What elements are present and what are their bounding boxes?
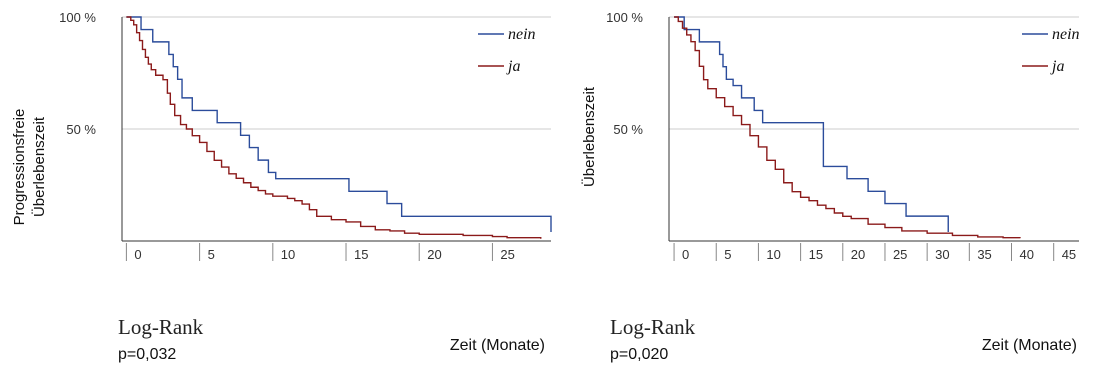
- x-tick-label: 15: [809, 247, 823, 262]
- series-line-ja: [674, 16, 1021, 239]
- x-tick-label: 15: [354, 247, 368, 262]
- x-tick-label: 20: [427, 247, 441, 262]
- series-line-ja: [126, 16, 542, 239]
- p-value: p=0,032: [118, 346, 176, 363]
- x-tick-label: 25: [500, 247, 514, 262]
- x-tick-label: 35: [977, 247, 991, 262]
- km-chart-left: 100 % 50 % 0 5 10 15 20 25 Progressionsfreie Über…: [11, 10, 552, 363]
- y-tick-label: 100 %: [59, 10, 96, 25]
- x-axis-label: Zeit (Monate): [982, 337, 1077, 354]
- y-tick-label: 50 %: [613, 122, 643, 137]
- x-tick-label: 20: [851, 247, 865, 262]
- series-line-nein: [126, 16, 552, 233]
- y-tick-label: 100 %: [606, 10, 643, 25]
- log-rank-label: Log-Rank: [118, 315, 204, 339]
- y-tick-label: 50 %: [66, 122, 96, 137]
- km-chart-right: 100 % 50 % 0 5 10 15 20 25 30 35 40 45 Überlebenszei…: [580, 10, 1080, 363]
- x-tick-label: 0: [682, 247, 689, 262]
- legend-label-nein: nein: [508, 26, 536, 43]
- legend-label-ja: ja: [506, 58, 520, 75]
- x-tick-label: 25: [893, 247, 907, 262]
- x-tick-label: 10: [766, 247, 780, 262]
- y-axis-label: Überlebenszeit: [30, 116, 48, 217]
- x-tick-label: 5: [724, 247, 731, 262]
- p-value: p=0,020: [610, 346, 668, 363]
- y-axis-label: Progressionsfreie: [11, 109, 28, 226]
- x-tick-label: 30: [935, 247, 949, 262]
- x-tick-label: 10: [281, 247, 295, 262]
- x-tick-label: 5: [208, 247, 215, 262]
- legend-label-ja: ja: [1050, 58, 1064, 75]
- x-tick-label: 0: [134, 247, 141, 262]
- x-tick-label: 40: [1020, 247, 1034, 262]
- log-rank-label: Log-Rank: [610, 315, 696, 339]
- x-tick-label: 45: [1062, 247, 1076, 262]
- series-line-nein: [674, 16, 949, 233]
- y-axis-label: Überlebenszeit: [580, 86, 598, 187]
- legend-label-nein: nein: [1052, 26, 1080, 43]
- x-axis-label: Zeit (Monate): [450, 337, 545, 354]
